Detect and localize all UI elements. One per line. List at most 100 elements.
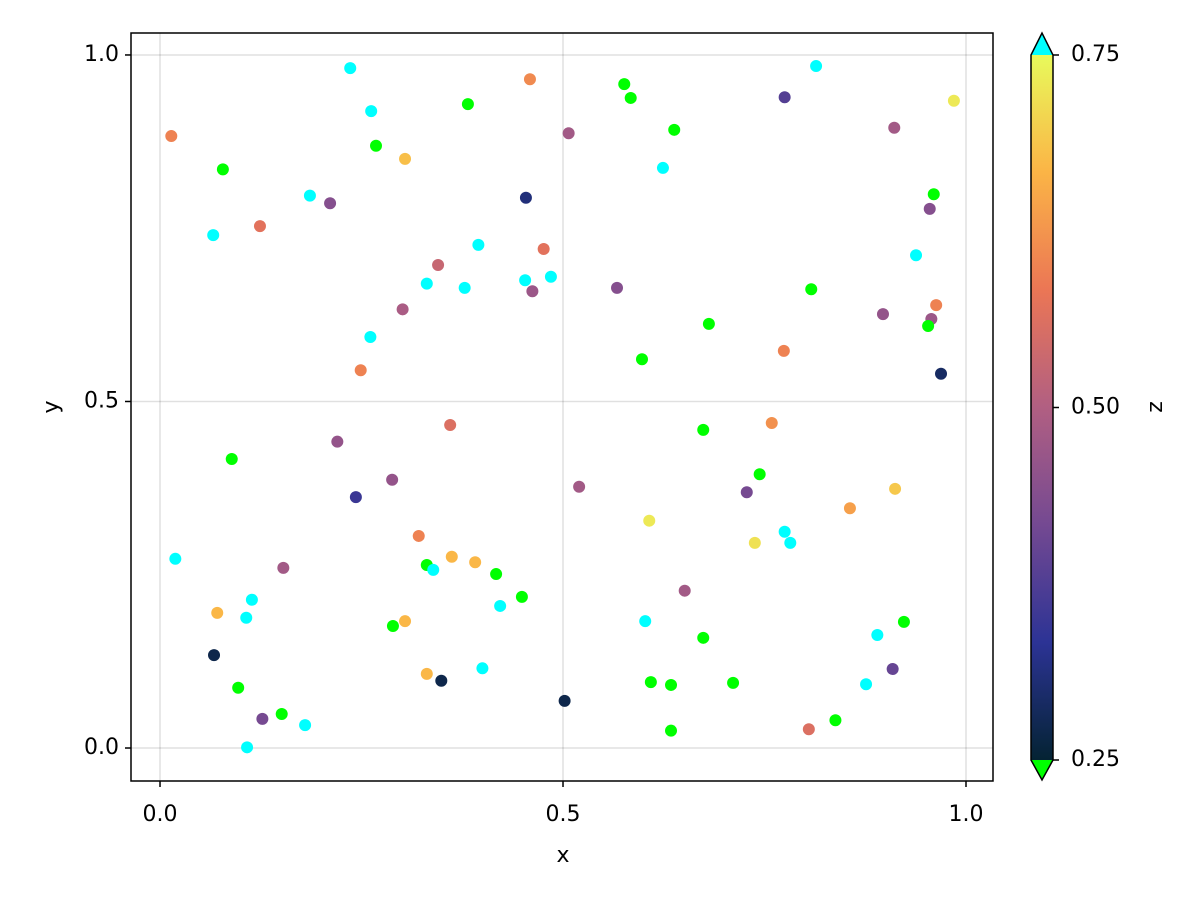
scatter-point — [668, 123, 681, 136]
scatter-point — [947, 94, 960, 107]
scatter-point — [240, 611, 253, 624]
scatter-point — [386, 620, 399, 633]
scatter-point — [232, 681, 245, 694]
scatter-point — [843, 502, 856, 515]
scatter-point — [643, 514, 656, 527]
scatter-point — [618, 78, 631, 91]
y-tick-label: 0.5 — [84, 388, 119, 413]
scatter-point — [624, 91, 637, 104]
scatter-point — [639, 615, 652, 628]
scatter-point — [420, 667, 433, 680]
scatter-point — [515, 590, 528, 603]
scatter-point — [802, 723, 815, 736]
colorbar-label: z — [1143, 401, 1168, 413]
scatter-point — [469, 556, 482, 569]
colorbar-tick-label: 0.75 — [1071, 42, 1120, 67]
scatter-point — [225, 453, 238, 466]
scatter-point — [396, 303, 409, 316]
scatter-point — [420, 277, 433, 290]
scatter-point — [365, 105, 378, 118]
scatter-point — [702, 317, 715, 330]
scatter-point — [432, 258, 445, 271]
x-axis-label: x — [556, 843, 569, 868]
scatter-point — [678, 584, 691, 597]
scatter-point — [748, 536, 761, 549]
scatter-point — [537, 243, 550, 256]
x-tick-label: 1.0 — [948, 802, 983, 827]
scatter-point — [445, 550, 458, 563]
scatter-point — [165, 130, 178, 143]
scatter-point — [427, 563, 440, 576]
scatter-point — [523, 73, 536, 86]
scatter-point — [777, 344, 790, 357]
scatter-point — [740, 486, 753, 499]
scatter-point — [635, 353, 648, 366]
x-tick-label: 0.0 — [143, 802, 178, 827]
scatter-point — [526, 285, 539, 298]
scatter-point — [930, 299, 943, 312]
scatter-point — [784, 536, 797, 549]
scatter-point — [370, 139, 383, 152]
scatter-point — [207, 229, 220, 242]
scatter-point — [211, 606, 224, 619]
scatter-point — [897, 615, 910, 628]
colorbar-highclip — [1031, 33, 1053, 55]
scatter-point — [399, 152, 412, 165]
scatter-point — [644, 676, 657, 689]
scatter-point — [544, 270, 557, 283]
scatter-point — [922, 319, 935, 332]
scatter-point — [889, 482, 902, 495]
scatter-point — [765, 416, 778, 429]
scatter-point — [829, 714, 842, 727]
scatter-point — [399, 615, 412, 628]
scatter-point — [354, 364, 367, 377]
y-tick-label: 1.0 — [84, 42, 119, 67]
scatter-point — [519, 191, 532, 204]
scatter-point — [216, 163, 229, 176]
scatter-point — [253, 220, 266, 233]
scatter-point — [412, 529, 425, 542]
scatter-point — [386, 473, 399, 486]
scatter-point — [886, 663, 899, 676]
scatter-point — [344, 62, 357, 75]
scatter-point — [444, 419, 457, 432]
scatter-point — [472, 238, 485, 251]
y-tick-label: 0.0 — [84, 735, 119, 760]
scatter-point — [364, 331, 377, 344]
y-axis-label: y — [39, 400, 64, 413]
scatter-point — [665, 724, 678, 737]
scatter-point — [910, 249, 923, 262]
colorbar-lowclip — [1031, 760, 1053, 780]
scatter-point — [461, 98, 474, 111]
scatter-point — [494, 599, 507, 612]
scatter-point — [245, 593, 258, 606]
scatter-point — [435, 674, 448, 687]
scatter-point — [349, 491, 362, 504]
scatter-point — [697, 631, 710, 644]
scatter-point — [805, 283, 818, 296]
scatter-point — [656, 161, 669, 174]
scatter-point — [169, 552, 182, 565]
scatter-point — [256, 712, 269, 725]
scatter-point — [519, 274, 532, 287]
scatter-point — [810, 60, 823, 73]
scatter-point — [923, 202, 936, 215]
scatter-point — [888, 121, 901, 134]
colorbar-tick-label: 0.50 — [1071, 395, 1120, 420]
scatter-point — [778, 525, 791, 538]
colorbar — [1031, 55, 1053, 760]
scatter-point — [927, 188, 940, 201]
scatter-point — [871, 629, 884, 642]
x-tick-label: 0.5 — [546, 802, 581, 827]
scatter-point — [727, 676, 740, 689]
scatter-point — [876, 308, 889, 321]
plot-frame — [130, 32, 994, 782]
scatter-point — [277, 561, 290, 574]
scatter-point — [697, 423, 710, 436]
scatter-point — [208, 649, 221, 662]
scatter-point — [476, 662, 489, 675]
scatter-point — [490, 568, 503, 581]
scatter-point — [562, 127, 575, 140]
scatter-point — [611, 281, 624, 294]
